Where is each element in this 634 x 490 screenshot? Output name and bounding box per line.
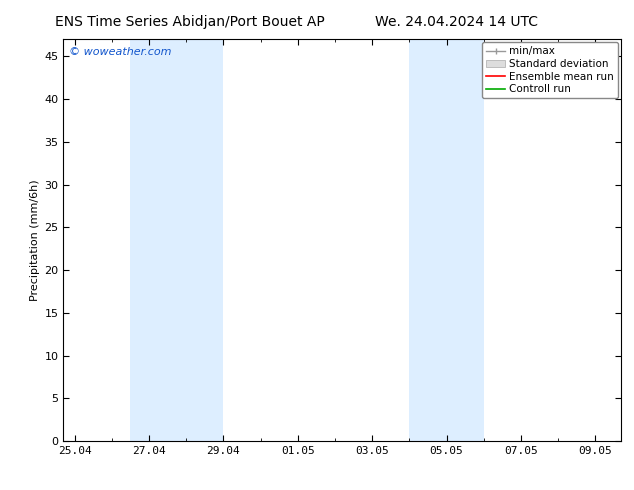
Bar [446,39,484,441]
Legend: min/max, Standard deviation, Ensemble mean run, Controll run: min/max, Standard deviation, Ensemble me… [482,42,618,98]
Y-axis label: Precipitation (mm/6h): Precipitation (mm/6h) [30,179,40,301]
Bar [131,39,186,441]
Bar [410,39,446,441]
Text: We. 24.04.2024 14 UTC: We. 24.04.2024 14 UTC [375,15,538,29]
Bar [186,39,223,441]
Text: © woweather.com: © woweather.com [69,47,171,57]
Text: ENS Time Series Abidjan/Port Bouet AP: ENS Time Series Abidjan/Port Bouet AP [55,15,325,29]
